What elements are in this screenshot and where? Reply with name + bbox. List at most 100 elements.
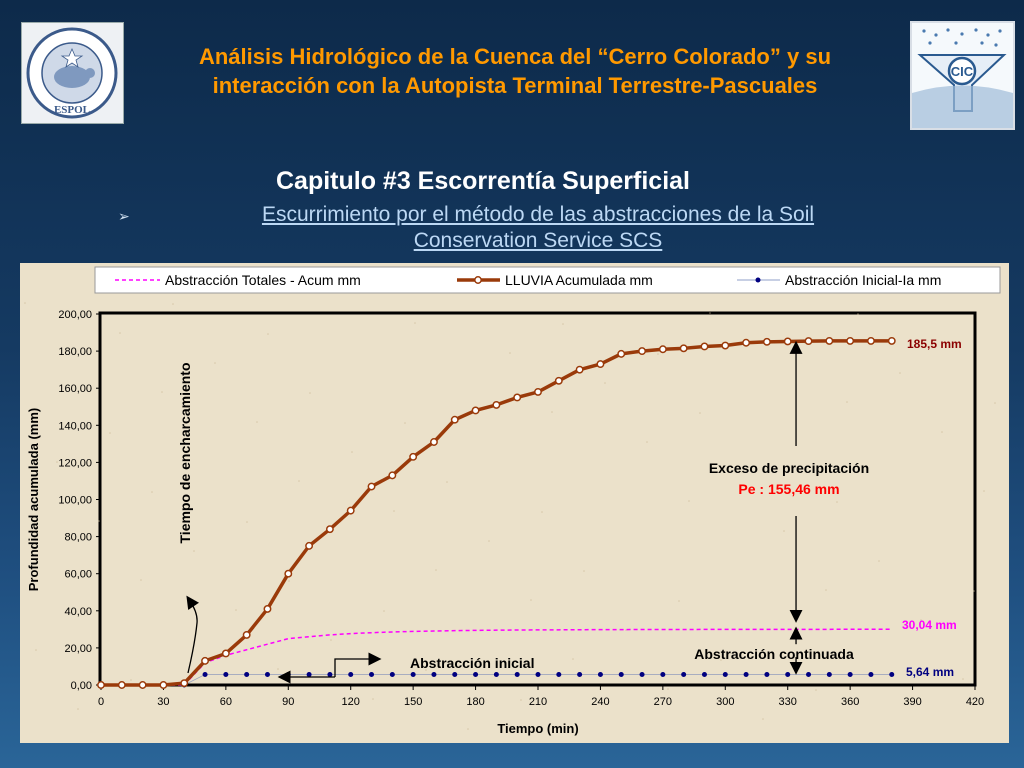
texture-dot bbox=[783, 530, 785, 532]
texture-dot bbox=[277, 668, 279, 670]
abs-initial-point bbox=[847, 672, 853, 678]
rain-point bbox=[617, 349, 626, 358]
abs-initial-point bbox=[597, 672, 603, 678]
texture-dot bbox=[151, 491, 153, 493]
y-tick-label: 0,00 bbox=[71, 680, 92, 692]
x-tick-label: 210 bbox=[529, 696, 547, 708]
ponding-time-label: Tiempo de encharcamiento bbox=[177, 362, 193, 543]
texture-dot bbox=[288, 580, 290, 582]
texture-dot bbox=[98, 520, 100, 522]
texture-dot bbox=[973, 590, 975, 592]
texture-dot bbox=[425, 669, 427, 671]
rain-point bbox=[117, 681, 126, 689]
y-tick-label: 40,00 bbox=[64, 606, 92, 618]
texture-dot bbox=[172, 303, 174, 305]
texture-dot bbox=[678, 600, 680, 602]
abs-initial-point bbox=[743, 672, 749, 678]
rain-point bbox=[742, 338, 751, 347]
texture-dot bbox=[130, 679, 132, 681]
x-axis-title: Tiempo (min) bbox=[497, 721, 578, 736]
texture-dot bbox=[762, 718, 764, 720]
texture-dot bbox=[467, 728, 469, 730]
rain-point bbox=[700, 342, 709, 351]
rain-point bbox=[804, 337, 813, 346]
x-tick-label: 390 bbox=[903, 696, 921, 708]
texture-dot bbox=[878, 560, 880, 562]
abs-initial-point bbox=[244, 672, 250, 678]
subtitle-link[interactable]: Escurrimiento por el método de las abstr… bbox=[158, 202, 918, 254]
texture-dot bbox=[35, 649, 37, 651]
texture-dot bbox=[140, 579, 142, 581]
texture-dot bbox=[119, 332, 121, 334]
texture-dot bbox=[351, 451, 353, 453]
texture-dot bbox=[246, 521, 248, 523]
rain-point bbox=[221, 649, 230, 658]
abs-initial-point bbox=[889, 672, 895, 678]
abs-total-line bbox=[101, 628, 892, 686]
rain-total-label: 185,5 mm bbox=[907, 337, 962, 351]
abs-initial-label: 5,64 mm bbox=[906, 665, 954, 679]
y-tick-label: 200,00 bbox=[58, 309, 92, 321]
rain-point bbox=[534, 387, 542, 396]
rain-point bbox=[367, 482, 376, 491]
x-tick-label: 150 bbox=[404, 696, 422, 708]
texture-dot bbox=[994, 402, 996, 404]
abs-initial-point bbox=[535, 672, 541, 678]
texture-dot bbox=[646, 441, 648, 443]
rain-point bbox=[846, 336, 855, 345]
x-tick-label: 90 bbox=[282, 696, 294, 708]
abs-initial-point bbox=[369, 672, 375, 678]
rain-point bbox=[346, 506, 355, 515]
rain-point bbox=[471, 406, 480, 415]
y-tick-label: 120,00 bbox=[58, 457, 92, 469]
abs-initial-point bbox=[202, 672, 208, 678]
texture-dot bbox=[625, 629, 627, 631]
rain-point bbox=[658, 345, 667, 354]
rain-point bbox=[138, 681, 147, 689]
abs-initial-point bbox=[764, 672, 770, 678]
abs-initial-point bbox=[639, 672, 645, 678]
texture-dot bbox=[657, 353, 659, 355]
rain-point bbox=[263, 604, 272, 613]
legend-label-abs-total: Abstracción Totales - Acum mm bbox=[165, 272, 361, 288]
excess-value: Pe : 155,46 mm bbox=[738, 481, 839, 497]
rain-point bbox=[97, 681, 105, 689]
rain-point bbox=[513, 393, 522, 402]
excess-title: Exceso de precipitación bbox=[709, 460, 869, 476]
abs-initial-point bbox=[473, 672, 479, 678]
texture-dot bbox=[920, 619, 922, 621]
texture-dot bbox=[435, 569, 437, 571]
initial-abstraction-label: Abstracción inicial bbox=[410, 655, 534, 671]
texture-dot bbox=[330, 639, 332, 641]
texture-dot bbox=[983, 490, 985, 492]
texture-dot bbox=[372, 698, 374, 700]
texture-dot bbox=[109, 432, 111, 434]
abs-initial-point bbox=[660, 672, 666, 678]
rain-point bbox=[450, 415, 459, 424]
rain-point bbox=[201, 656, 209, 665]
rain-point bbox=[242, 630, 251, 639]
rain-point bbox=[430, 438, 438, 446]
y-tick-label: 60,00 bbox=[64, 569, 92, 581]
abs-initial-point bbox=[285, 672, 291, 678]
texture-dot bbox=[815, 689, 817, 691]
texture-dot bbox=[193, 550, 195, 552]
texture-dot bbox=[952, 343, 954, 345]
texture-dot bbox=[604, 382, 606, 384]
texture-dot bbox=[825, 589, 827, 591]
rain-point bbox=[721, 341, 730, 350]
x-tick-label: 60 bbox=[220, 696, 232, 708]
texture-dot bbox=[520, 699, 522, 701]
svg-text:ESPOL: ESPOL bbox=[54, 104, 90, 116]
initial-arrow-right bbox=[334, 652, 382, 677]
x-tick-label: 180 bbox=[466, 696, 484, 708]
abs-initial-point bbox=[431, 672, 437, 678]
cic-logo-text: CIC bbox=[951, 64, 974, 79]
abs-initial-point bbox=[577, 672, 583, 678]
rain-point bbox=[596, 360, 605, 369]
legend-label-rain: LLUVIA Acumulada mm bbox=[505, 272, 653, 288]
abs-initial-point bbox=[868, 672, 874, 678]
abs-total-label: 30,04 mm bbox=[902, 618, 957, 632]
rain-point bbox=[409, 452, 418, 461]
abs-initial-point bbox=[223, 672, 229, 678]
